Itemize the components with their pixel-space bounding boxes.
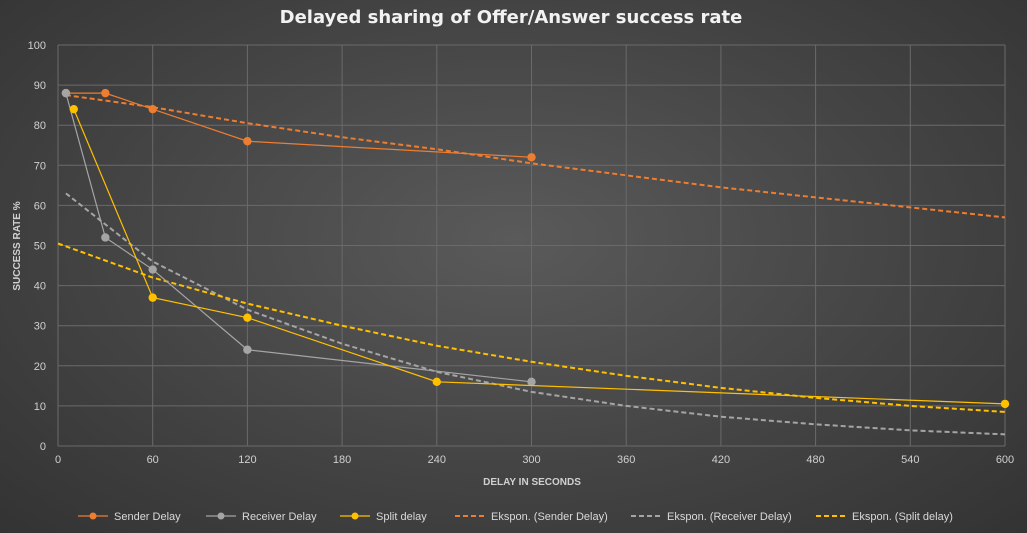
line-receiver-delay xyxy=(65,92,532,383)
y-tick-label: 90 xyxy=(34,80,46,92)
x-tick-label: 240 xyxy=(428,454,446,466)
legend-marker xyxy=(89,512,97,520)
y-tick-label: 30 xyxy=(34,321,46,333)
marker-receiver-delay[interactable] xyxy=(243,345,252,354)
series-receiver-delay xyxy=(61,88,536,387)
y-tick-label: 70 xyxy=(34,160,46,172)
x-tick-label: 360 xyxy=(617,454,635,466)
x-tick-label: 480 xyxy=(806,454,824,466)
x-axis-ticks: 0 60 120 180 240 300 360 420 480 540 600 xyxy=(55,454,1014,466)
marker-sender-delay[interactable] xyxy=(148,104,157,114)
x-tick-label: 180 xyxy=(333,454,351,466)
x-tick-label: 600 xyxy=(996,454,1014,466)
line-split-delay xyxy=(73,108,1006,405)
marker-sender-delay[interactable] xyxy=(101,88,110,98)
grid xyxy=(57,44,1006,447)
legend-item-ekspon-receiver-delay[interactable]: Ekspon. (Receiver Delay) xyxy=(631,511,792,523)
legend-item-ekspon-split-delay[interactable]: Ekspon. (Split delay) xyxy=(816,511,953,523)
marker-split-delay[interactable] xyxy=(69,104,78,114)
legend-label: Split delay xyxy=(376,511,427,523)
legend-item-ekspon-sender-delay[interactable]: Ekspon. (Sender Delay) xyxy=(455,511,608,523)
legend-label: Ekspon. (Receiver Delay) xyxy=(667,511,792,523)
y-tick-label: 40 xyxy=(34,281,46,293)
x-tick-label: 0 xyxy=(55,454,61,466)
marker-receiver-delay[interactable] xyxy=(101,233,110,242)
series-ekspon-split-delay xyxy=(57,242,1006,413)
x-tick-label: 420 xyxy=(712,454,730,466)
marker-sender-delay[interactable] xyxy=(243,137,252,146)
marker-sender-delay[interactable] xyxy=(527,153,536,162)
y-tick-label: 50 xyxy=(34,241,46,253)
legend-item-split-delay[interactable]: Split delay xyxy=(340,511,427,523)
series-layer xyxy=(57,88,1010,436)
y-axis-ticks: 0 10 20 30 40 50 60 70 80 90 100 xyxy=(28,40,46,453)
marker-receiver-delay[interactable] xyxy=(148,265,157,274)
marker-receiver-delay[interactable] xyxy=(61,88,71,98)
x-tick-label: 540 xyxy=(901,454,919,466)
marker-receiver-delay[interactable] xyxy=(527,377,536,387)
x-tick-label: 120 xyxy=(238,454,256,466)
trendline-ekspon-sender-delay xyxy=(65,94,1006,219)
y-tick-label: 0 xyxy=(40,441,46,453)
x-tick-label: 60 xyxy=(147,454,159,466)
marker-split-delay[interactable] xyxy=(148,293,157,302)
y-tick-label: 100 xyxy=(28,40,46,52)
legend-marker xyxy=(217,512,225,520)
chart-title: Delayed sharing of Offer/Answer success … xyxy=(280,7,743,28)
legend[interactable]: Sender Delay Receiver Delay Split delay Eks… xyxy=(78,511,953,523)
y-tick-label: 20 xyxy=(34,361,46,373)
marker-split-delay[interactable] xyxy=(432,377,441,387)
series-split-delay xyxy=(69,104,1010,409)
x-tick-label: 300 xyxy=(522,454,540,466)
legend-item-sender-delay[interactable]: Sender Delay xyxy=(78,511,181,523)
legend-label: Sender Delay xyxy=(114,511,181,523)
y-axis-title: SUCCESS RATE % xyxy=(12,201,23,290)
y-tick-label: 10 xyxy=(34,401,46,413)
marker-split-delay[interactable] xyxy=(1000,399,1010,409)
x-axis-title: DELAY IN SECONDS xyxy=(483,477,581,488)
legend-item-receiver-delay[interactable]: Receiver Delay xyxy=(206,511,317,523)
y-tick-label: 60 xyxy=(34,200,46,212)
series-ekspon-sender-delay xyxy=(65,94,1006,219)
y-tick-label: 80 xyxy=(34,120,46,132)
legend-label: Ekspon. (Split delay) xyxy=(852,511,953,523)
legend-label: Receiver Delay xyxy=(242,511,317,523)
trendline-ekspon-receiver-delay xyxy=(65,192,1006,436)
series-ekspon-receiver-delay xyxy=(65,192,1006,436)
legend-marker xyxy=(351,512,359,520)
marker-split-delay[interactable] xyxy=(243,313,252,322)
legend-label: Ekspon. (Sender Delay) xyxy=(491,511,608,523)
trendline-ekspon-split-delay xyxy=(57,242,1006,413)
